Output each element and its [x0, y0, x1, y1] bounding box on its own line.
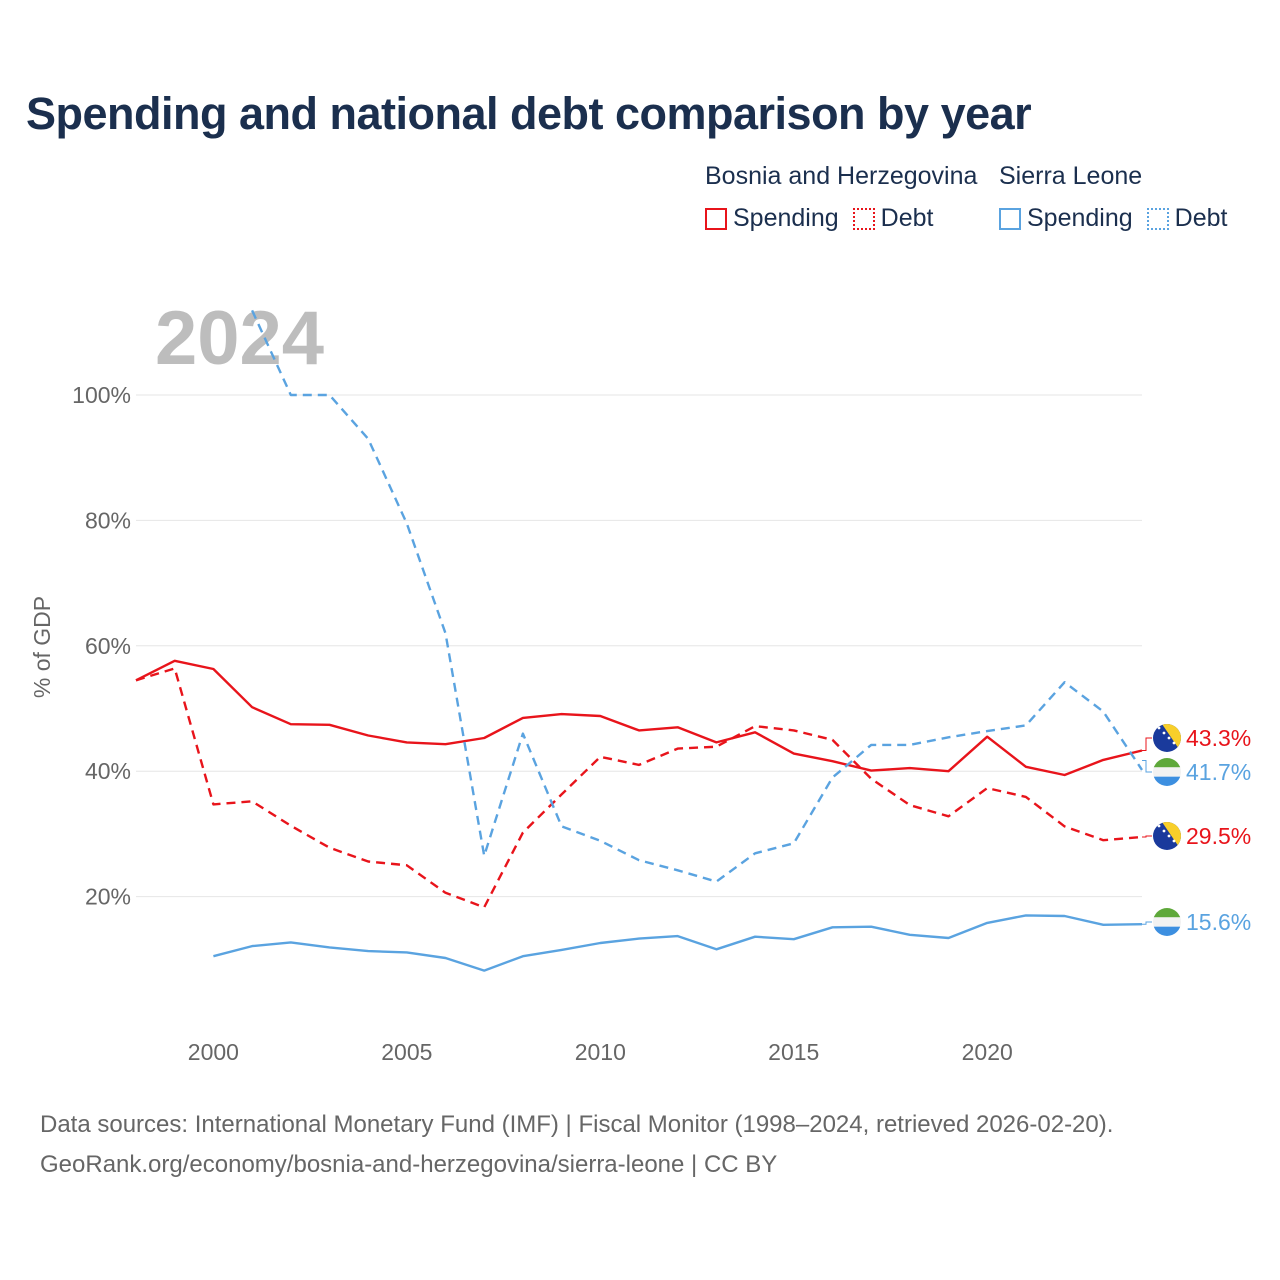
- flag-star: [1172, 839, 1176, 843]
- flag-triangle: [1162, 822, 1181, 850]
- end-value-label: 41.7%: [1186, 759, 1251, 785]
- flag-star: [1177, 844, 1181, 848]
- data-source-text: Data sources: International Monetary Fun…: [40, 1111, 1114, 1138]
- chart-title: Spending and national debt comparison by…: [26, 88, 1032, 139]
- year-label: 2024: [155, 296, 324, 381]
- x-tick-label: 2005: [381, 1039, 432, 1065]
- y-tick-label: 80%: [85, 507, 131, 533]
- legend-group-bosnia: Bosnia and Herzegovina Spending Debt: [705, 162, 977, 233]
- flag-star: [1162, 829, 1166, 833]
- x-tick-label: 2010: [575, 1039, 626, 1065]
- y-tick-label: 100%: [72, 382, 131, 408]
- y-tick-label: 60%: [85, 633, 131, 659]
- flag-star: [1167, 736, 1171, 740]
- legend-label: Debt: [1174, 204, 1228, 232]
- attribution-text[interactable]: GeoRank.org/economy/bosnia-and-herzegovi…: [40, 1151, 778, 1178]
- line-chart: 2024 20% 40% 60% 80% 100% 2000 2005 2010 2015 2020…: [29, 296, 1251, 1065]
- end-label-connector: [1142, 760, 1152, 773]
- flag-stripe-blue: [1153, 776, 1181, 786]
- flag-star: [1167, 834, 1171, 838]
- legend-swatch-dotted: [852, 207, 875, 230]
- flag-star: [1172, 741, 1176, 745]
- end-value-label: 43.3%: [1186, 725, 1251, 751]
- legend-swatch-solid: [999, 207, 1021, 230]
- bosnia-flag-icon: [1153, 724, 1181, 752]
- bosnia-flag-icon: [1153, 822, 1181, 850]
- legend-group-name: Bosnia and Herzegovina: [705, 162, 978, 190]
- legend-group-name: Sierra Leone: [999, 162, 1143, 190]
- legend-label: Spending: [1027, 204, 1133, 232]
- series-line-sierra-leone-debt: [251, 309, 1143, 883]
- flag-body: [1153, 822, 1181, 850]
- flag-body: [1153, 724, 1181, 752]
- end-value-label: 15.6%: [1186, 909, 1251, 935]
- sierra-leone-flag-icon: [1153, 908, 1181, 936]
- legend-group-sierra-leone: Sierra Leone Spending Debt: [999, 162, 1227, 233]
- footer: Data sources: International Monetary Fun…: [40, 1105, 1113, 1185]
- legend-label: Spending: [733, 204, 839, 232]
- series-line-sierra-leone-spending: [213, 914, 1143, 972]
- legend-item-bosnia-spending[interactable]: Spending: [705, 204, 839, 233]
- flag-stripe-green: [1153, 908, 1181, 918]
- legend-label: Debt: [880, 204, 934, 232]
- series-line-bosnia-and-herzegovina-spending: [135, 659, 1143, 777]
- flag-body: [1153, 758, 1181, 786]
- series-line-bosnia-and-herzegovina-debt: [135, 667, 1143, 909]
- y-axis-title: % of GDP: [29, 596, 55, 698]
- flag-star: [1162, 731, 1166, 735]
- sierra-leone-flag-icon: [1153, 758, 1181, 786]
- flag-body: [1153, 908, 1181, 936]
- flag-stripe-green: [1153, 758, 1181, 768]
- series-group: [135, 309, 1143, 972]
- legend-item-sierra-leone-spending[interactable]: Spending: [999, 204, 1133, 233]
- x-tick-label: 2015: [768, 1039, 819, 1065]
- x-tick-label: 2020: [962, 1039, 1013, 1065]
- flag-stripe-white: [1153, 917, 1181, 927]
- y-tick-label: 40%: [85, 758, 131, 784]
- end-label-connector: [1142, 737, 1152, 751]
- flag-star: [1157, 726, 1161, 730]
- y-tick-label: 20%: [85, 884, 131, 910]
- legend-item-bosnia-debt[interactable]: Debt: [852, 204, 934, 233]
- end-value-label: 29.5%: [1186, 823, 1251, 849]
- legend-swatch-dotted: [1146, 207, 1169, 230]
- end-label-connector: [1142, 921, 1152, 925]
- flag-triangle: [1162, 724, 1181, 752]
- end-label-connector: [1142, 835, 1152, 838]
- flag-stripe-blue: [1153, 926, 1181, 936]
- legend-swatch-solid: [705, 207, 727, 230]
- legend-item-sierra-leone-debt[interactable]: Debt: [1146, 204, 1228, 233]
- flag-star: [1157, 824, 1161, 828]
- flag-stripe-white: [1153, 767, 1181, 777]
- flag-star: [1177, 746, 1181, 750]
- x-tick-label: 2000: [188, 1039, 239, 1065]
